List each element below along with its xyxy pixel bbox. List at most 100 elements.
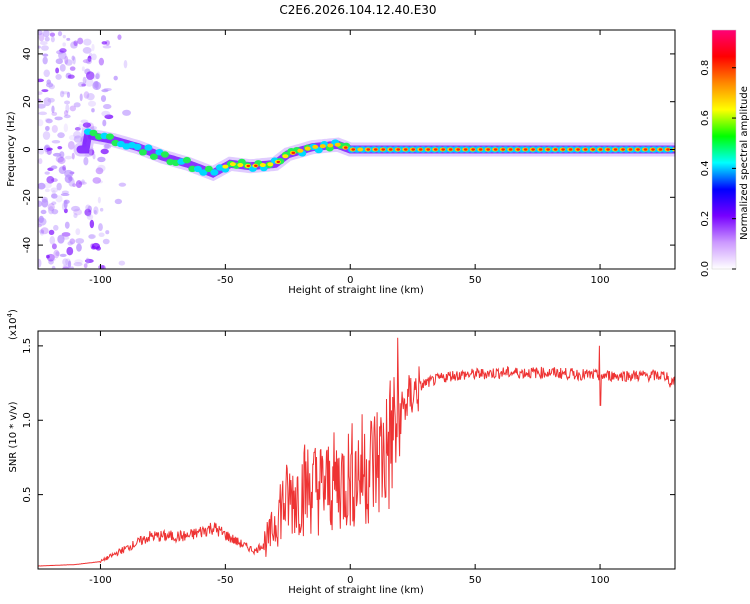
spectrogram-y-tick-label: 0	[22, 146, 33, 152]
noise-blob	[73, 131, 82, 139]
ridge-peak	[441, 148, 445, 151]
ridge-peak	[291, 151, 296, 155]
spectrogram-x-tick-label: 100	[591, 275, 610, 286]
noise-blob	[79, 93, 83, 102]
noise-blob	[46, 79, 52, 85]
spectrogram-y-tick-label: -40	[22, 237, 33, 253]
snr-x-tick-label: -50	[217, 575, 233, 586]
ridge-peak	[493, 148, 498, 151]
ridge-blob	[144, 144, 153, 151]
noise-blob	[82, 122, 92, 128]
noise-blob	[72, 183, 76, 187]
noise-blob	[105, 230, 110, 235]
ridge-peak	[636, 148, 640, 151]
noise-blob	[67, 74, 75, 79]
chart-title: C2E6.2026.104.12.40.E30	[279, 3, 436, 17]
noise-blob	[46, 253, 55, 262]
noise-blob	[51, 265, 56, 269]
noise-blob	[69, 238, 76, 245]
noise-blob	[80, 119, 89, 124]
noise-blob	[44, 171, 50, 175]
noise-blob	[61, 232, 71, 237]
ridge-peak	[471, 148, 475, 151]
noise-blob	[117, 34, 122, 40]
noise-blob	[64, 59, 73, 66]
spectrogram-y-tick-label: 40	[22, 48, 33, 61]
snr-x-tick-label: 50	[469, 575, 482, 586]
noise-blob	[91, 242, 100, 250]
noise-blob	[71, 152, 75, 160]
snr-y-label: SNR (10 * v/v)	[8, 401, 19, 472]
noise-blob	[102, 45, 112, 49]
ridge-peak	[523, 148, 528, 151]
noise-blob	[97, 164, 106, 172]
noise-blob	[91, 108, 95, 113]
noise-blob	[75, 228, 81, 236]
colorbar-ticks: 0.0 0.2 0.4 0.6 0.8	[700, 60, 736, 277]
ridge-peak	[426, 148, 430, 151]
noise-blob	[50, 36, 55, 43]
noise-blob	[67, 241, 73, 246]
noise-blob	[38, 91, 43, 96]
ridge-peak	[246, 164, 251, 168]
svg-text:(x104): (x104)	[6, 309, 19, 340]
noise-blob	[77, 126, 82, 131]
noise-blob	[118, 182, 127, 187]
noise-blob	[68, 177, 75, 187]
noise-blob	[78, 181, 87, 185]
noise-blob	[39, 229, 45, 234]
noise-blob	[73, 213, 78, 219]
noise-blob	[55, 251, 60, 257]
colorbar-tick-label: 0.0	[700, 261, 711, 277]
noise-blob	[51, 208, 59, 215]
noise-blob	[44, 149, 52, 155]
noise-blob	[91, 43, 95, 52]
ridge-hot	[357, 147, 364, 152]
ridge-hot	[237, 163, 244, 168]
ridge-peak	[343, 146, 348, 149]
noise-blob	[57, 145, 63, 150]
noise-blob	[63, 110, 69, 116]
noise-blob	[56, 182, 62, 191]
noise-blob	[46, 254, 50, 259]
ridge-peak	[606, 148, 610, 151]
ridge-peak	[576, 148, 580, 151]
ridge-peak	[433, 148, 438, 151]
noise-blob	[38, 217, 47, 226]
noise-blob	[113, 75, 118, 81]
noise-blob	[52, 152, 62, 157]
noise-blob	[88, 234, 96, 239]
noise-blob	[64, 169, 74, 178]
noise-blob	[100, 95, 107, 103]
ridge-peak	[276, 160, 281, 164]
ridge-peak	[366, 148, 371, 151]
ridge-hot	[259, 163, 266, 168]
snr-y-ticks: 0.5 1.0 1.5	[22, 338, 675, 503]
noise-blob	[82, 46, 92, 54]
noise-blob	[42, 131, 51, 140]
noise-blob	[66, 91, 71, 99]
noise-blob	[38, 111, 48, 116]
ridge-peak	[546, 148, 550, 151]
ridge-peak	[666, 148, 670, 151]
noise-blob	[59, 151, 65, 158]
noise-blob	[62, 266, 70, 269]
ridge-peak	[478, 148, 483, 151]
spectrogram-x-tick-label: 50	[469, 275, 482, 286]
noise-blob	[38, 30, 43, 36]
spectrogram-x-ticks: -100 -50 0 50 100	[89, 30, 610, 286]
noise-blob	[67, 260, 72, 269]
colorbar-tick-label: 0.6	[700, 110, 711, 126]
ridge-hot	[297, 148, 304, 153]
snr-exponent: (x104)	[6, 309, 19, 340]
noise-blob	[75, 238, 85, 244]
noise-blob	[102, 238, 110, 245]
ridge-peak	[538, 148, 543, 151]
noise-blob	[105, 40, 110, 46]
ridge-peak	[351, 148, 356, 151]
noise-blob	[57, 31, 63, 37]
noise-blob	[47, 97, 55, 103]
noise-blob	[50, 165, 58, 170]
noise-blob	[75, 180, 83, 189]
noise-blob	[51, 189, 56, 199]
